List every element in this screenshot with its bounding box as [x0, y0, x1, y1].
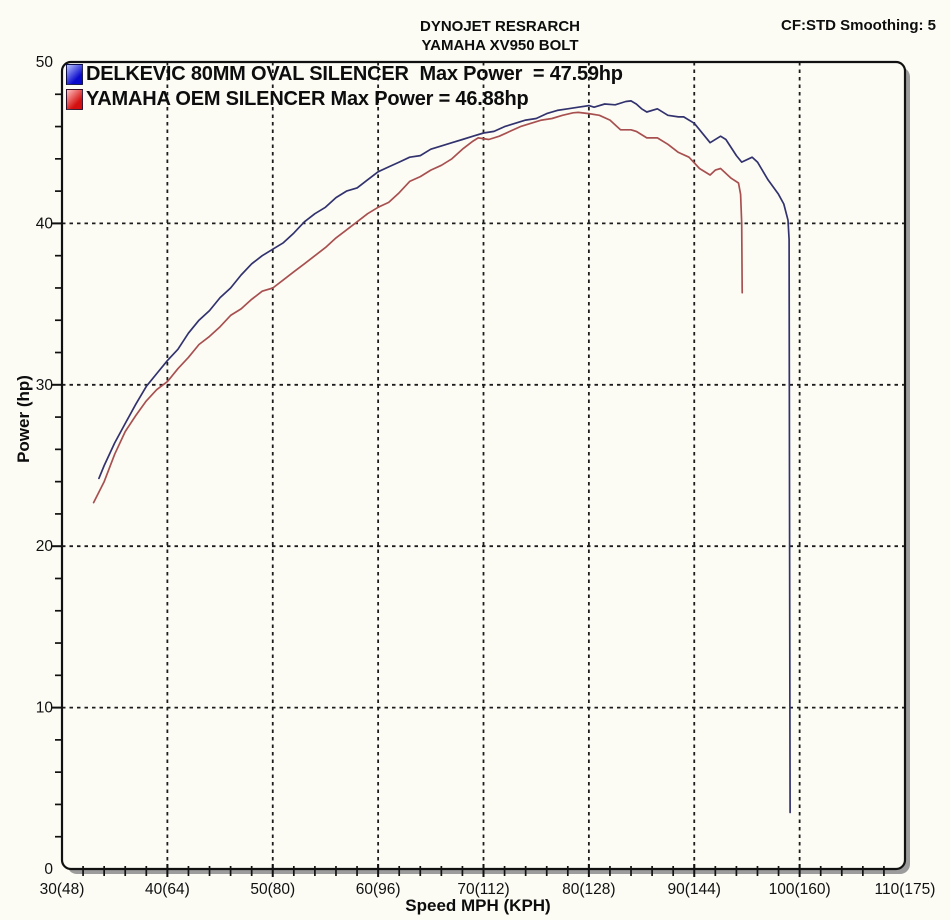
x-tick-label: 60(96): [356, 881, 401, 898]
x-axis-label: Speed MPH (KPH): [405, 896, 551, 915]
y-tick-label: 40: [36, 215, 54, 232]
legend-label-delkevic: DELKEVIC 80MM OVAL SILENCER Max Power = …: [86, 63, 623, 85]
x-tick-label: 110(175): [875, 881, 936, 898]
x-tick-label: 40(64): [145, 881, 190, 898]
y-tick-label: 30: [36, 377, 54, 394]
legend-label-yamaha-oem: YAMAHA OEM SILENCER Max Power = 46.88hp: [86, 88, 529, 110]
y-tick-label: 0: [44, 861, 53, 878]
series-curve-yamaha-oem: [92, 111, 744, 504]
y-tick-label: 20: [36, 538, 54, 555]
series-curve-delkevic: [98, 100, 791, 814]
legend-item-delkevic: DELKEVIC 80MM OVAL SILENCER Max Power = …: [66, 62, 623, 87]
x-tick-label: 90(144): [668, 881, 721, 898]
legend: DELKEVIC 80MM OVAL SILENCER Max Power = …: [66, 62, 623, 112]
chart-subtitle: YAMAHA XV950 BOLT: [421, 37, 579, 54]
correction-smoothing-info: CF:STD Smoothing: 5: [781, 17, 936, 34]
y-tick-label: 50: [36, 54, 54, 71]
chart-header: DYNOJET RESRARCH YAMAHA XV950 BOLT: [420, 17, 580, 55]
yamaha-oem-series-swatch-icon: [66, 89, 83, 110]
x-tick-label: 100(160): [769, 881, 831, 898]
plot-background: [62, 62, 905, 869]
delkevic-series-swatch-icon: [66, 64, 83, 85]
x-tick-label: 70(112): [457, 881, 509, 898]
x-tick-label: 80(128): [562, 881, 615, 898]
x-tick-label: 50(80): [250, 881, 295, 898]
legend-item-yamaha-oem: YAMAHA OEM SILENCER Max Power = 46.88hp: [66, 87, 623, 112]
y-tick-label: 10: [36, 700, 54, 717]
y-axis-label: Power (hp): [14, 375, 33, 463]
chart-title: DYNOJET RESRARCH: [419, 18, 581, 35]
x-tick-label: 30(48): [40, 881, 85, 898]
